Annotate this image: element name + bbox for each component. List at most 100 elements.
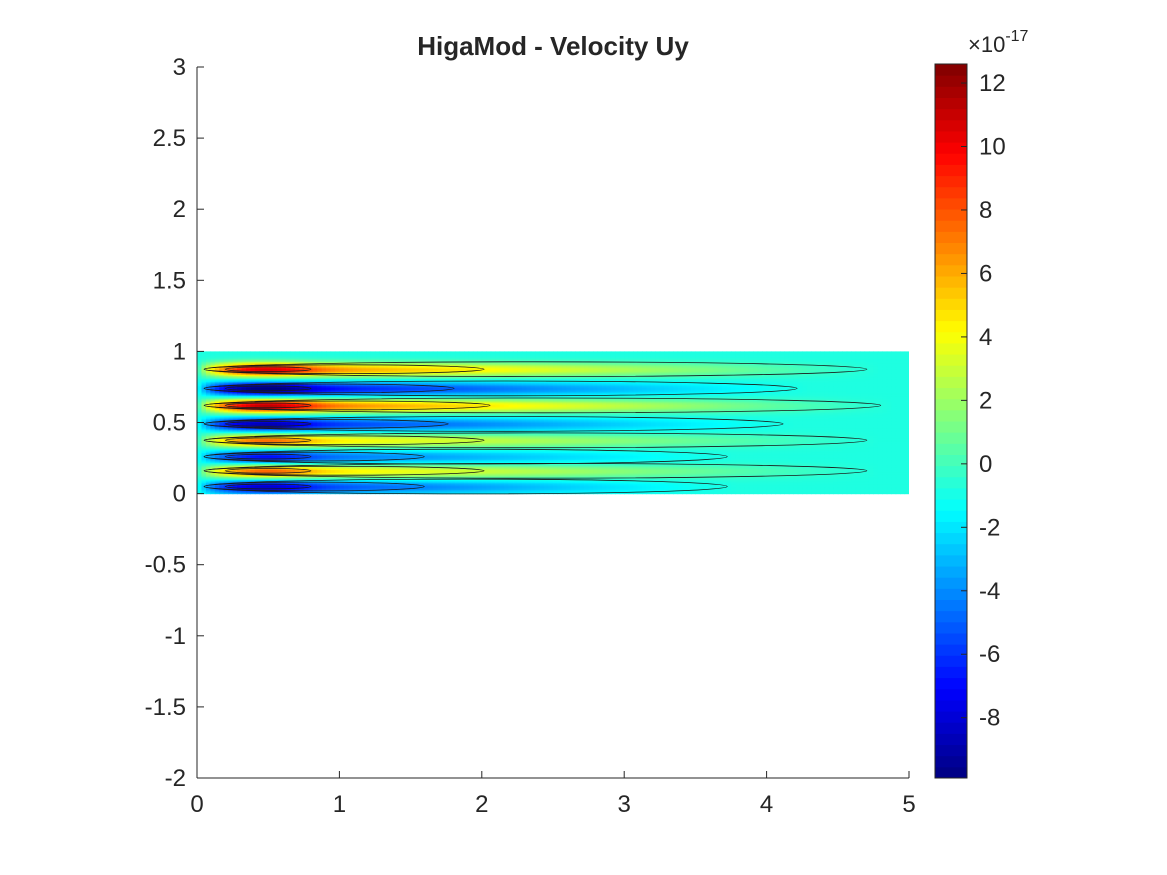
- heatmap-cell: [401, 485, 407, 488]
- heatmap-cell: [637, 472, 643, 475]
- heatmap-cell: [223, 486, 229, 489]
- heatmap-cell: [815, 456, 821, 459]
- heatmap-cell: [539, 473, 545, 476]
- heatmap-cell: [521, 465, 527, 468]
- heatmap-cell: [254, 477, 260, 480]
- heatmap-cell: [450, 452, 456, 455]
- heatmap-cell: [553, 473, 559, 476]
- heatmap-cell: [561, 466, 567, 469]
- heatmap-cell: [326, 486, 332, 489]
- heatmap-cell: [784, 487, 790, 490]
- heatmap-cell: [619, 475, 625, 478]
- heatmap-cell: [877, 468, 883, 471]
- heatmap-cell: [263, 470, 269, 473]
- heatmap-cell: [495, 449, 501, 452]
- heatmap-cell: [464, 486, 470, 489]
- heatmap-cell: [250, 463, 256, 466]
- heatmap-cell: [232, 473, 238, 476]
- heatmap-cell: [793, 459, 799, 462]
- heatmap-cell: [793, 453, 799, 456]
- heatmap-cell: [544, 466, 550, 469]
- heatmap-cell: [361, 449, 367, 452]
- heatmap-cell: [495, 489, 501, 492]
- heatmap-cell: [370, 455, 376, 458]
- heatmap-cell: [566, 469, 572, 472]
- heatmap-cell: [771, 476, 777, 479]
- heatmap-cell: [441, 482, 447, 485]
- heatmap-cell: [205, 455, 211, 458]
- heatmap-cell: [699, 475, 705, 478]
- heatmap-cell: [406, 460, 412, 463]
- heatmap-cell: [415, 450, 421, 453]
- heatmap-cell: [499, 490, 505, 493]
- heatmap-cell: [548, 489, 554, 492]
- heatmap-cell: [659, 452, 665, 455]
- heatmap-cell: [650, 450, 656, 453]
- heatmap-cell: [757, 477, 763, 480]
- heatmap-cell: [642, 473, 648, 476]
- heatmap-cell: [904, 459, 909, 462]
- heatmap-cell: [851, 477, 857, 480]
- heatmap-cell: [539, 480, 545, 483]
- heatmap-cell: [472, 483, 478, 486]
- heatmap-cell: [570, 486, 576, 489]
- heatmap-cell: [664, 473, 670, 476]
- heatmap-cell: [811, 459, 817, 462]
- heatmap-cell: [682, 477, 688, 480]
- heatmap-cell: [606, 489, 612, 492]
- heatmap-cell: [757, 458, 763, 461]
- heatmap-cell: [677, 468, 683, 471]
- heatmap-cell: [410, 469, 416, 472]
- heatmap-cell: [361, 483, 367, 486]
- heatmap-cell: [731, 476, 737, 479]
- heatmap-cell: [566, 477, 572, 480]
- heatmap-cell: [397, 455, 403, 458]
- heatmap-cell: [873, 483, 879, 486]
- heatmap-cell: [570, 489, 576, 492]
- heatmap-cell: [472, 469, 478, 472]
- heatmap-cell: [468, 473, 474, 476]
- heatmap-cell: [619, 456, 625, 459]
- heatmap-cell: [526, 476, 532, 479]
- heatmap-cell: [281, 449, 287, 452]
- heatmap-cell: [686, 466, 692, 469]
- heatmap-cell: [477, 460, 483, 463]
- heatmap-cell: [650, 479, 656, 482]
- heatmap-cell: [726, 476, 732, 479]
- heatmap-cell: [646, 468, 652, 471]
- heatmap-cell: [308, 463, 314, 466]
- heatmap-cell: [241, 476, 247, 479]
- heatmap-cell: [593, 489, 599, 492]
- heatmap-cell: [659, 455, 665, 458]
- heatmap-cell: [553, 486, 559, 489]
- heatmap-cell: [690, 485, 696, 488]
- heatmap-cell: [241, 450, 247, 453]
- heatmap-cell: [232, 463, 238, 466]
- heatmap-cell: [499, 449, 505, 452]
- heatmap-cell: [828, 455, 834, 458]
- heatmap-cell: [659, 469, 665, 472]
- heatmap-cell: [241, 465, 247, 468]
- heatmap-cell: [432, 489, 438, 492]
- heatmap-cell: [481, 476, 487, 479]
- heatmap-cell: [250, 470, 256, 473]
- heatmap-cell: [486, 463, 492, 466]
- heatmap-cell: [228, 473, 234, 476]
- heatmap-cell: [593, 480, 599, 483]
- heatmap-cell: [241, 462, 247, 465]
- heatmap-cell: [459, 465, 465, 468]
- heatmap-cell: [330, 476, 336, 479]
- heatmap-cell: [410, 480, 416, 483]
- heatmap-cell: [664, 462, 670, 465]
- heatmap-cell: [530, 449, 536, 452]
- heatmap-cell: [815, 465, 821, 468]
- heatmap-cell: [615, 458, 621, 461]
- heatmap-cell: [628, 463, 634, 466]
- heatmap-cell: [245, 456, 251, 459]
- heatmap-cell: [223, 448, 229, 451]
- heatmap-cell: [388, 470, 394, 473]
- heatmap-cell: [882, 489, 888, 492]
- heatmap-cell: [197, 470, 203, 473]
- heatmap-cell: [601, 458, 607, 461]
- heatmap-cell: [472, 473, 478, 476]
